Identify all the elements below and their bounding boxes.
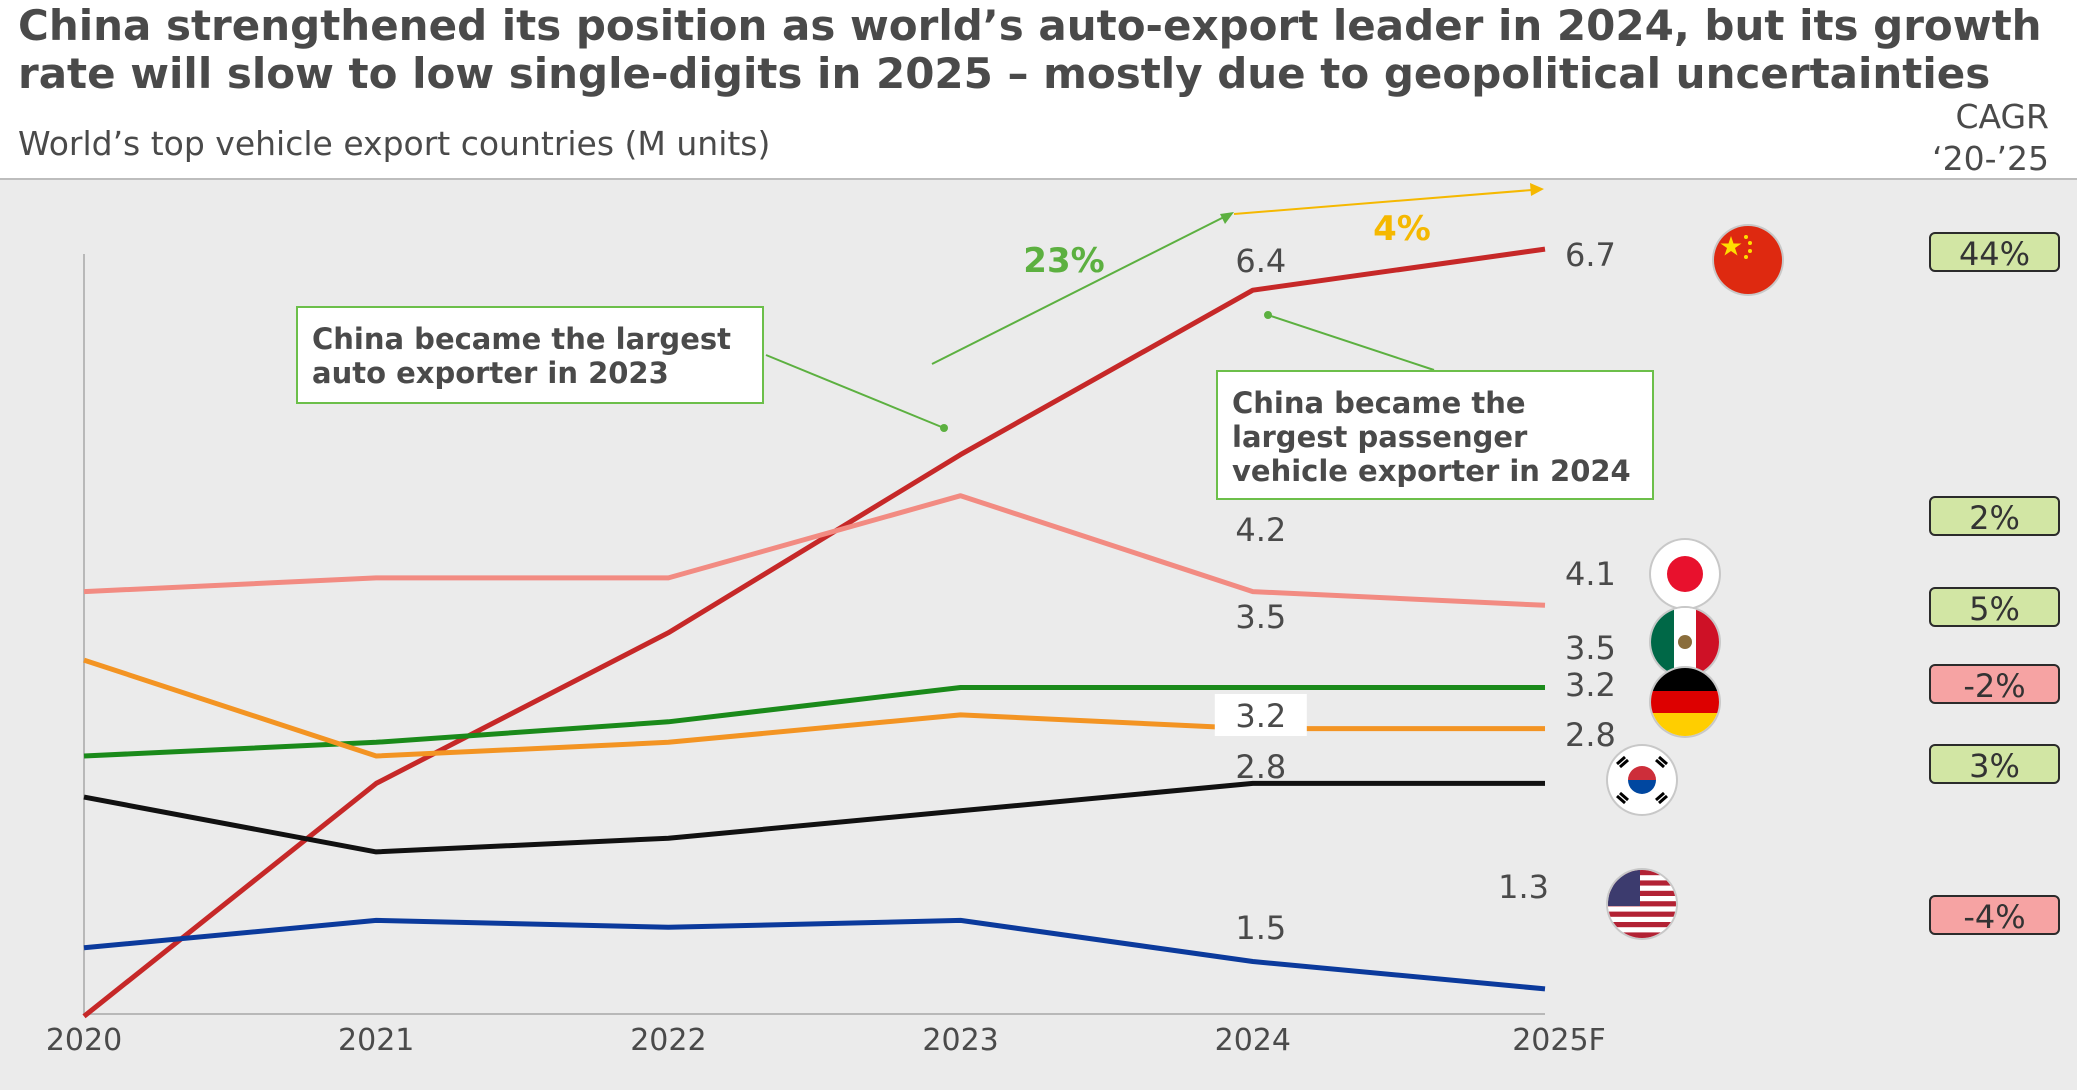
x-tick-label-2023: 2023 xyxy=(922,1023,998,1058)
japan-flag-icon xyxy=(1651,540,1719,608)
south-korea-flag-icon xyxy=(1608,746,1676,814)
cagr-badge-japan: 2% xyxy=(1929,496,2060,537)
growth-arrow-green xyxy=(931,215,1227,365)
usa-flag-icon xyxy=(1608,870,1676,938)
annotation-leader-dot-auto xyxy=(940,424,948,432)
data-label-usa-2024: 1.5 xyxy=(1235,909,1286,947)
chart-subtitle: World’s top vehicle export countries (M … xyxy=(18,124,771,163)
germany-flag-icon xyxy=(1651,668,1719,736)
annotation-leader-passenger xyxy=(1267,314,1435,371)
annotation-leader-dot-passenger xyxy=(1264,311,1272,319)
data-label-japan-2024: 4.2 xyxy=(1235,511,1286,549)
data-label-germany-2025: 3.2 xyxy=(1565,666,1616,704)
growth-arrow-yellow xyxy=(1233,189,1533,215)
series-line-south-korea xyxy=(83,780,1545,855)
cagr-header-label: CAGR xyxy=(1955,97,2049,136)
x-tick-label-2022: 2022 xyxy=(630,1023,706,1058)
x-tick-label-2021: 2021 xyxy=(338,1023,414,1058)
x-tick-label-2025F: 2025F xyxy=(1512,1023,1606,1058)
cagr-header: CAGR ‘20-’25 xyxy=(1899,96,2049,180)
series-line-china xyxy=(82,246,1546,1019)
mexico-flag-icon xyxy=(1651,608,1719,676)
cagr-header-period: ‘20-’25 xyxy=(1932,139,2049,178)
data-label-korea-2025: 2.8 xyxy=(1565,716,1616,754)
series-line-mexico xyxy=(83,685,1545,759)
cagr-badge-usa: -4% xyxy=(1929,895,2060,936)
data-label-korea-2024: 2.8 xyxy=(1235,748,1286,786)
data-label-japan-2025: 4.1 xyxy=(1565,555,1616,593)
annotation-largest-passenger-exporter: China became the largest passenger vehic… xyxy=(1216,370,1654,500)
header-divider xyxy=(0,178,2077,180)
series-line-japan xyxy=(83,493,1546,608)
annotation-leader-auto xyxy=(765,354,945,429)
growth-label-green: 23% xyxy=(1023,241,1104,281)
x-tick-label-2024: 2024 xyxy=(1215,1023,1291,1058)
chart-title: China strengthened its position as world… xyxy=(18,1,2042,98)
data-label-mexico-2024: 3.5 xyxy=(1235,598,1286,636)
data-label-mexico-2025: 3.5 xyxy=(1565,629,1616,667)
series-line-germany xyxy=(83,657,1545,759)
cagr-badge-mexico: 5% xyxy=(1929,587,2060,628)
growth-arrowhead-yellow xyxy=(1530,183,1544,196)
china-flag-icon xyxy=(1714,226,1782,294)
annotation-largest-auto-exporter: China became the largest auto exporter i… xyxy=(296,306,764,404)
cagr-badge-south-korea: 3% xyxy=(1929,744,2060,785)
growth-label-yellow: 4% xyxy=(1373,209,1431,249)
x-tick-label-2020: 2020 xyxy=(46,1023,122,1058)
growth-arrowhead-green xyxy=(1220,212,1234,224)
data-label-usa-2025: 1.3 xyxy=(1498,868,1549,906)
data-label-china-2025: 6.7 xyxy=(1565,236,1616,274)
data-label-china-2024: 6.4 xyxy=(1235,242,1286,280)
data-label-germany-2024: 3.2 xyxy=(1235,697,1286,735)
series-line-usa xyxy=(83,917,1546,992)
cagr-badge-germany: -2% xyxy=(1929,664,2060,705)
data-label-bg-germany-2024 xyxy=(1214,694,1307,736)
cagr-badge-china: 44% xyxy=(1929,232,2060,273)
